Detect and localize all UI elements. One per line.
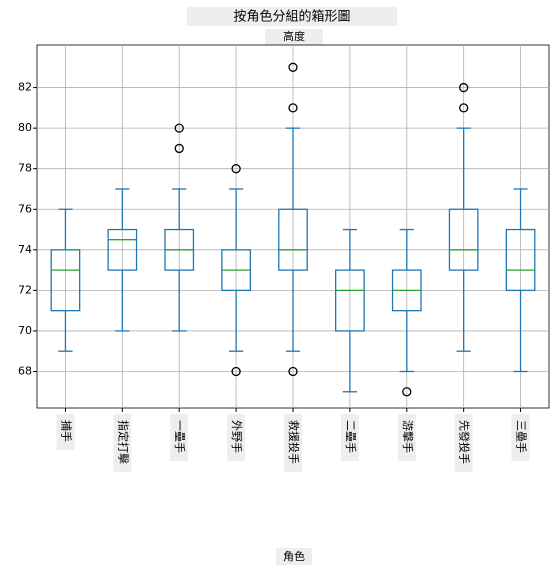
outlier [288,62,298,72]
x-tick-label-background [454,414,473,472]
subtitle-background [265,29,323,45]
x-tick-label: 捕手 [59,420,73,442]
title-background [187,7,397,26]
outlier [402,387,412,397]
x-axis-label: 角色 [283,549,305,563]
y-tick-label: 80 [18,121,32,134]
x-tick-label-background [511,414,530,461]
outlier [459,103,469,113]
chart-subtitle: 高度 [283,29,305,43]
x-tick-label-background [284,414,302,472]
x-tick-label: 三壘手 [515,420,529,453]
x-tick-label: 二壘手 [344,420,358,453]
x-tick-label-background [113,414,132,472]
x-label-background [276,548,312,565]
y-tick-label: 76 [18,202,32,215]
box [448,208,479,271]
y-tick-label: 72 [18,283,32,296]
x-tick-label: 救援投手 [287,420,301,464]
outlier [231,164,241,174]
chart-title: 按角色分組的箱形圖 [233,9,350,25]
y-tick-label: 68 [18,364,32,377]
x-tick-label: 先發投手 [458,420,472,464]
outlier [459,82,469,93]
x-tick-label-background [56,414,75,450]
y-tick-label: 82 [18,81,32,94]
box [50,249,81,312]
box [505,228,536,292]
x-tick-label: 游擊手 [401,420,415,453]
outlier [174,143,184,154]
outlier [288,366,298,377]
x-tick-label: 一壘手 [173,420,187,453]
box [107,228,138,271]
x-tick-label-background [170,414,189,461]
x-tick-label: 外野手 [230,420,244,453]
y-tick-label: 78 [18,162,32,175]
box [278,208,308,271]
x-tick-label: 指定打擊 [116,420,130,464]
y-tick-label: 74 [18,243,32,256]
x-tick-label-background [340,414,359,461]
x-tick-label-background [227,414,246,461]
y-tick-label: 70 [18,324,32,337]
box [335,269,365,332]
outlier [231,366,241,377]
outlier [174,123,184,133]
outlier [288,103,298,113]
x-tick-label-background [397,414,416,461]
